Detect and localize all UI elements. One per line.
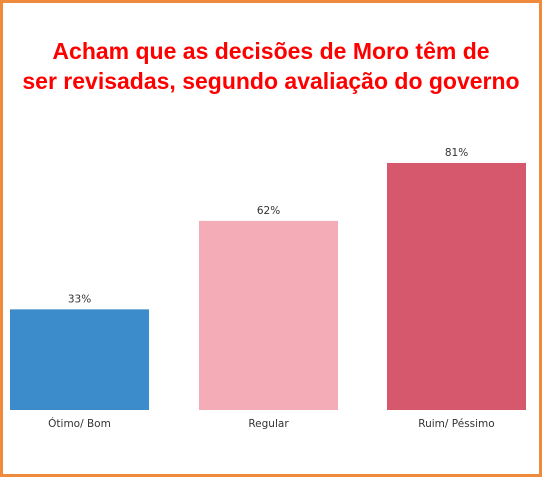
chart-title-line-1: Acham que as decisões de Moro têm de <box>52 38 490 64</box>
chart-title-line-2: ser revisadas, segundo avaliação do gove… <box>22 68 520 94</box>
bar-2 <box>387 162 526 410</box>
category-label-0: Ótimo/ Bom <box>48 417 111 430</box>
category-label-1: Regular <box>248 418 289 430</box>
bar-value-label-1: 62% <box>257 205 280 217</box>
bar-0 <box>10 309 149 410</box>
chart-title: Acham que as decisões de Moro têm de ser… <box>6 36 536 96</box>
bar-1 <box>199 220 338 410</box>
category-label-2: Ruim/ Péssimo <box>418 418 494 430</box>
bar-value-label-0: 33% <box>68 293 91 305</box>
bar-value-label-2: 81% <box>445 147 468 159</box>
